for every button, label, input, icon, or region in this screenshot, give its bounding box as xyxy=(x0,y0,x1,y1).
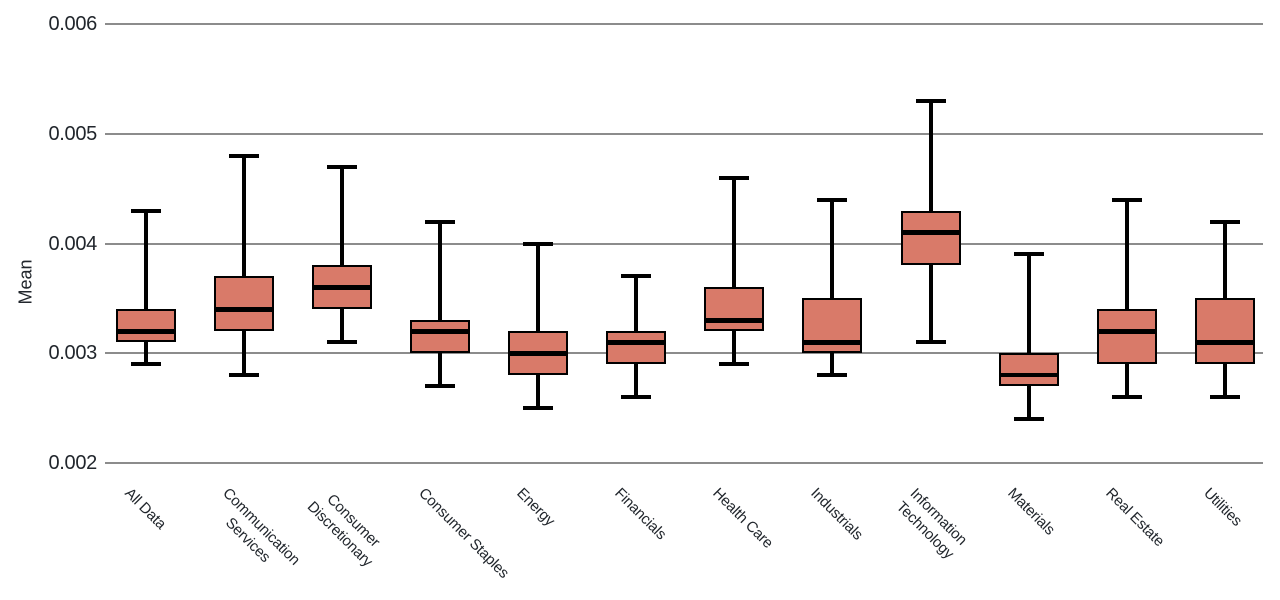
box xyxy=(213,276,274,332)
whisker-cap-top xyxy=(817,197,848,202)
whisker-cap-top xyxy=(130,208,161,213)
median-line xyxy=(115,329,176,334)
x-tick-label: Real Estate xyxy=(1102,484,1168,551)
y-tick-label: 0.003 xyxy=(48,342,97,365)
whisker-cap-bottom xyxy=(1111,395,1142,400)
whisker xyxy=(339,166,344,343)
whisker xyxy=(732,177,737,365)
whisker-cap-top xyxy=(1111,197,1142,202)
whisker-cap-bottom xyxy=(228,373,259,378)
x-tick-label: Industrials xyxy=(807,484,867,544)
whisker-cap-bottom xyxy=(130,362,161,367)
median-line xyxy=(409,329,470,334)
whisker-cap-bottom xyxy=(326,340,357,345)
box xyxy=(998,353,1059,387)
gridline xyxy=(105,352,1263,355)
x-tick-label: Materials xyxy=(1004,484,1058,539)
median-line xyxy=(704,318,765,323)
gridline xyxy=(105,242,1263,245)
whisker-cap-bottom xyxy=(523,406,554,411)
whisker-cap-bottom xyxy=(915,340,946,345)
x-tick-label: Health Care xyxy=(709,484,777,552)
gridline xyxy=(105,23,1263,25)
whisker-cap-top xyxy=(1013,252,1044,257)
median-line xyxy=(802,340,863,345)
whisker-cap-bottom xyxy=(1013,417,1044,422)
whisker xyxy=(241,155,246,376)
median-line xyxy=(1195,340,1256,345)
y-tick-label: 0.005 xyxy=(48,122,97,145)
median-line xyxy=(213,307,274,312)
whisker-cap-top xyxy=(326,164,357,169)
y-axis-title: Mean xyxy=(15,259,36,305)
y-tick-label: 0.006 xyxy=(48,13,97,35)
x-tick-label: All Data xyxy=(120,484,169,533)
whisker xyxy=(437,221,442,387)
gridline xyxy=(105,132,1263,135)
whisker-cap-top xyxy=(621,274,652,279)
x-tick-label: Financials xyxy=(611,484,670,544)
whisker-cap-top xyxy=(719,175,750,180)
whisker-cap-bottom xyxy=(719,362,750,367)
whisker-cap-bottom xyxy=(1210,395,1241,400)
box xyxy=(900,210,961,266)
whisker xyxy=(1124,199,1129,398)
whisker-cap-top xyxy=(1210,219,1241,224)
box xyxy=(802,298,863,354)
y-tick-label: 0.004 xyxy=(48,232,97,255)
x-tick-label: Energy xyxy=(513,484,559,530)
whisker-cap-top xyxy=(228,153,259,158)
median-line xyxy=(1096,329,1157,334)
whisker-cap-bottom xyxy=(621,395,652,400)
whisker xyxy=(143,210,148,365)
median-line xyxy=(900,230,961,235)
x-tick-label: Consumer Staples xyxy=(415,484,513,582)
whisker xyxy=(830,199,835,376)
median-line xyxy=(311,285,372,290)
box xyxy=(1096,309,1157,365)
x-tick-label: Information Technology xyxy=(892,485,970,563)
gridline xyxy=(105,462,1263,464)
x-tick-label: Utilities xyxy=(1200,484,1246,530)
median-line xyxy=(998,372,1059,378)
whisker-cap-top xyxy=(523,241,554,246)
x-tick-label: Consumer Discretionary xyxy=(303,490,383,571)
whisker-cap-bottom xyxy=(424,384,455,389)
whisker-cap-top xyxy=(915,98,946,103)
box xyxy=(409,320,470,354)
box xyxy=(606,331,667,365)
whisker xyxy=(536,243,541,409)
whisker-cap-bottom xyxy=(817,373,848,378)
box xyxy=(1195,298,1256,365)
box xyxy=(704,287,765,332)
median-line xyxy=(606,340,667,345)
median-line xyxy=(508,351,569,356)
whisker xyxy=(1026,254,1031,420)
whisker-cap-top xyxy=(424,219,455,224)
y-tick-label: 0.002 xyxy=(48,452,97,474)
x-tick-label: Communication Services xyxy=(218,484,303,569)
box xyxy=(115,309,176,343)
